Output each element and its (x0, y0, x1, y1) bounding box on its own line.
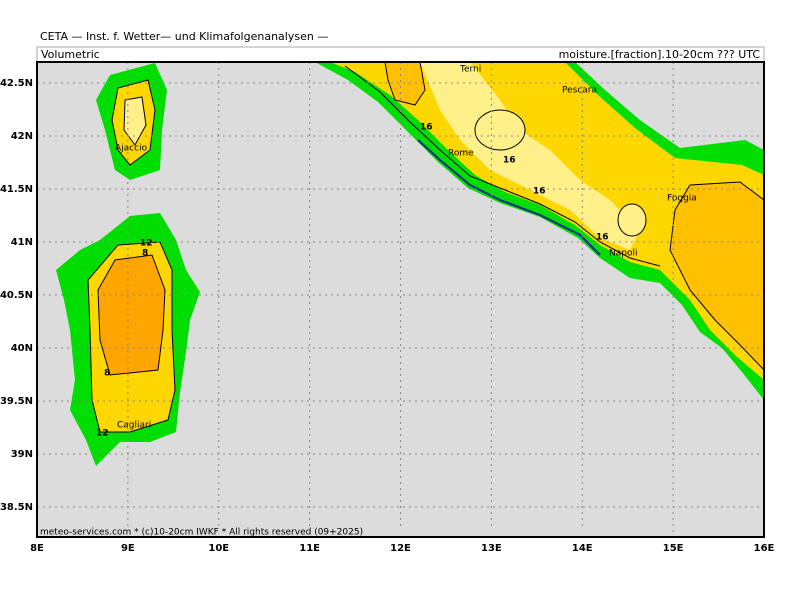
orange-zone (669, 181, 764, 371)
lon-tick-label: 12E (390, 543, 411, 554)
contour-label: 8 (142, 249, 148, 259)
light-zone (617, 203, 647, 237)
contour-label: 12 (140, 239, 153, 249)
contour-label: 16 (596, 233, 609, 243)
city-label: Napoli (609, 249, 637, 259)
lon-tick-label: 9E (121, 543, 135, 554)
contour-label: 16 (533, 187, 546, 197)
contour-label: 12 (96, 429, 109, 439)
frame (36, 61, 765, 538)
right-label: moisture.[fraction].10-20cm ??? UTC (559, 48, 761, 61)
lon-tick-label: 15E (663, 543, 684, 554)
lat-tick-label: 40.5N (0, 290, 33, 301)
dry-zone (97, 254, 166, 376)
header-title: CETA — Inst. f. Wetter— und Klimafolgena… (40, 30, 328, 43)
land (56, 62, 764, 466)
footer-bg (37, 526, 597, 537)
map-labels: 8E 9E 10E 11E 12E 13E 14E 15E 16E 42.5N 42N 41.5N 41… (0, 65, 775, 555)
city-label: Cagliari (117, 421, 151, 431)
light-zone (123, 96, 147, 146)
lon-tick-label: 13E (481, 543, 502, 554)
city-label: Ajaccio (115, 144, 148, 154)
light-zone (420, 62, 640, 250)
city-label: Foggia (667, 194, 697, 204)
contour-label: 16 (420, 123, 433, 133)
lat-tick-label: 42N (11, 131, 33, 142)
lat-tick-label: 42.5N (0, 78, 33, 89)
lon-tick-label: 16E (754, 543, 775, 554)
lat-tick-label: 39N (11, 449, 33, 460)
light-zone (474, 109, 526, 151)
left-label: Volumetric (41, 48, 100, 61)
lon-tick-label: 10E (208, 543, 229, 554)
contour-label: 16 (503, 156, 516, 166)
lon-tick-label: 11E (299, 543, 320, 554)
coast-gradient (417, 139, 601, 256)
city-label: Terni (459, 65, 481, 75)
lat-tick-label: 38.5N (0, 502, 33, 513)
lat-tick-label: 41N (11, 237, 33, 248)
contour-label: 8 (104, 369, 110, 379)
footer: meteo-services.com * (c)10-20cm IWKF * A… (40, 528, 363, 538)
city-label: Rome (448, 149, 474, 159)
lat-tick-label: 41.5N (0, 184, 33, 195)
lon-tick-label: 14E (572, 543, 593, 554)
lat-tick-label: 39.5N (0, 396, 33, 407)
lon-tick-label: 8E (30, 543, 44, 554)
city-label: Pescara (562, 86, 597, 96)
lat-tick-label: 40N (11, 343, 33, 354)
